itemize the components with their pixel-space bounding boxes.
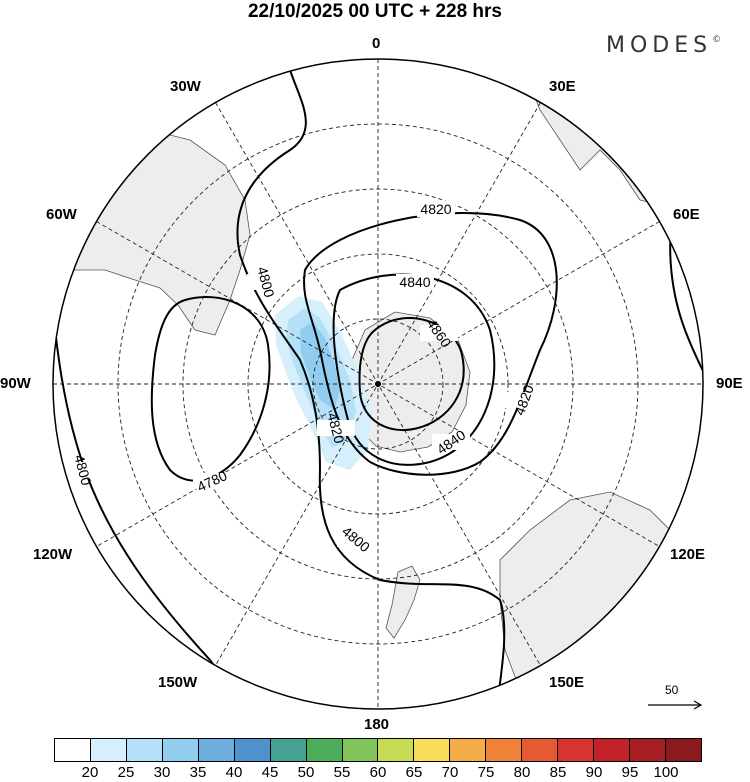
- contour-label-4820-top: 4820: [420, 201, 451, 217]
- lon-label-0: 0: [372, 35, 381, 52]
- reference-vector-label: 50: [665, 683, 679, 697]
- africa-land: [519, 59, 701, 211]
- brand-mark: ©: [712, 35, 722, 45]
- contour-label-4780: 4780: [195, 467, 230, 495]
- colorbar-labels: 20 25 30 35 40 45 50 55 60 65 70 75 80 85 90 95 100: [0, 764, 750, 782]
- colorbar-cell: [450, 739, 487, 761]
- wind-shading-35: [300, 322, 340, 410]
- colorbar-label: 80: [513, 764, 531, 781]
- lon-label-120w: 120W: [33, 546, 73, 563]
- contour-4820-upper: [303, 212, 558, 476]
- wind-shading: [275, 296, 372, 470]
- colorbar-label: 45: [261, 764, 279, 781]
- brand-logo: MODES©: [606, 33, 721, 58]
- colorbar-cell: [90, 739, 127, 761]
- lon-label-30e: 30E: [549, 78, 576, 95]
- colorbar-label: 60: [369, 764, 387, 781]
- contour-label-group: 4820 4840 4860 4820 4840 4820 4800 4800 …: [64, 201, 543, 555]
- brand-name: MODES: [606, 33, 713, 58]
- pole-marker: [375, 381, 381, 387]
- lon-label-90w: 90W: [0, 375, 31, 392]
- colorbar-cell: [414, 739, 451, 761]
- colorbar-label: 25: [117, 764, 135, 781]
- south-america-land: [53, 129, 251, 336]
- colorbar-cell: [55, 739, 91, 761]
- colorbar-cell: [306, 739, 343, 761]
- colorbar-label: 90: [585, 764, 603, 781]
- map-boundary: [52, 58, 704, 710]
- lon-label-60w: 60W: [46, 206, 77, 223]
- colorbar-cell: [198, 739, 235, 761]
- colorbar-label: 100: [653, 764, 679, 781]
- colorbar-label: 95: [621, 764, 639, 781]
- colorbar: [54, 738, 702, 762]
- colorbar-cell: [630, 739, 666, 761]
- colorbar-cell: [486, 739, 523, 761]
- lon-label-90e: 90E: [716, 375, 743, 392]
- contour-4840: [332, 273, 496, 466]
- contour-label-4840-top: 4840: [399, 274, 430, 290]
- lon-label-180: 180: [364, 716, 390, 733]
- colorbar-label: 65: [405, 764, 423, 781]
- colorbar-cell: [270, 739, 307, 761]
- colorbar-cell: [558, 739, 595, 761]
- contour-label-4820-center: 4820: [324, 411, 348, 445]
- lon-label-60e: 60E: [673, 206, 700, 223]
- colorbar-label: 40: [225, 764, 243, 781]
- lon-label-120e: 120E: [670, 546, 706, 563]
- map-title: 22/10/2025 00 UTC + 228 hrs: [247, 1, 503, 22]
- colorbar-label: 30: [153, 764, 171, 781]
- contour-label-4800-lower: 4800: [339, 523, 373, 555]
- contour-4820-right: [669, 219, 703, 411]
- colorbar-cell: [342, 739, 379, 761]
- colorbar-label: 50: [297, 764, 315, 781]
- colorbar-cell: [378, 739, 415, 761]
- colorbar-cell: [594, 739, 630, 761]
- contour-4800-left: [53, 264, 251, 709]
- contour-label-4800-upper: 4800: [254, 265, 278, 299]
- colorbar-label: 20: [81, 764, 99, 781]
- colorbar-label: 85: [549, 764, 567, 781]
- colorbar-label: 35: [189, 764, 207, 781]
- colorbar-cell: [126, 739, 163, 761]
- colorbar-label: 75: [477, 764, 495, 781]
- colorbar-cell: [522, 739, 559, 761]
- lon-label-150e: 150E: [549, 674, 585, 691]
- colorbar-cell: [665, 739, 701, 761]
- reference-vector-arrow: [648, 700, 703, 710]
- lon-label-30w: 30W: [170, 78, 201, 95]
- colorbar-label: 55: [333, 764, 351, 781]
- australia-land: [499, 491, 703, 709]
- colorbar-label: 70: [441, 764, 459, 781]
- colorbar-cell: [234, 739, 271, 761]
- contour-label-4800-left: 4800: [71, 453, 95, 487]
- new-zealand-land: [385, 565, 421, 639]
- lon-label-150w: 150W: [158, 674, 198, 691]
- colorbar-cell: [162, 739, 199, 761]
